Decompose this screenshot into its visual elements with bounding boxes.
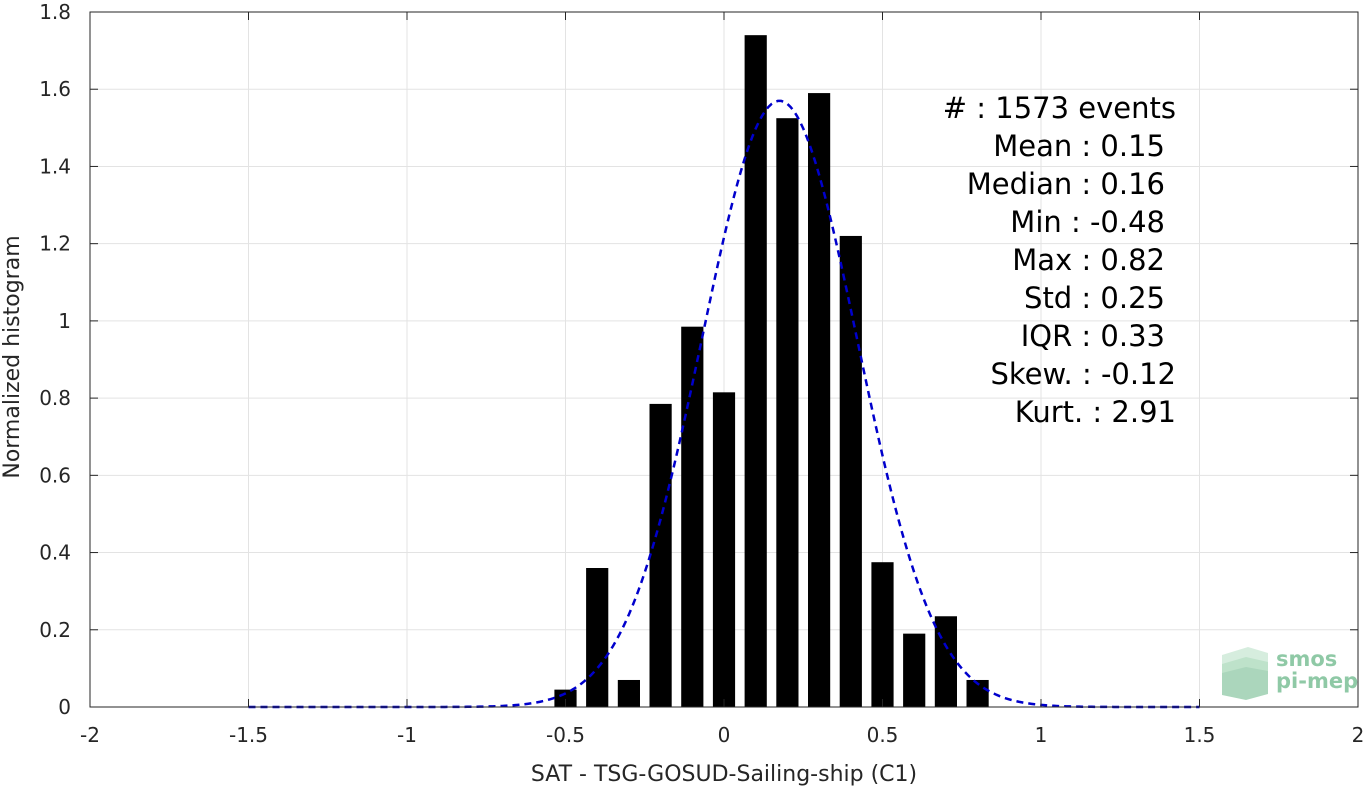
x-tick-label: 2 [1352, 723, 1365, 747]
y-tick-label: 1.4 [39, 154, 71, 178]
histogram-bar [871, 562, 894, 707]
axis-ticks: -2 -1.5 -1 -0.5 0 0.5 1 1.5 2 0 0.2 0.4 0.6 0.8 1 1.2 1.… [39, 0, 1364, 747]
x-tick-label: -1 [397, 723, 417, 747]
logo-text-smos: smos [1276, 647, 1337, 671]
stat-line: Median : 0.16 [967, 167, 1165, 201]
y-tick-label: 0.8 [39, 386, 71, 410]
x-tick-label: -2 [80, 723, 100, 747]
x-axis-label: SAT - TSG-GOSUD-Sailing-ship (C1) [531, 762, 917, 787]
histogram-bar [744, 35, 767, 707]
histogram-bar [649, 403, 672, 707]
x-tick-label: 0.5 [867, 723, 899, 747]
x-tick-label: -1.5 [229, 723, 268, 747]
histogram-bars [554, 35, 989, 708]
logo-text-pi-mep: pi-mep [1276, 669, 1358, 693]
x-tick-label: 1.5 [1184, 723, 1216, 747]
y-tick-label: 0.6 [39, 463, 71, 487]
logo-mark-icon [1222, 647, 1268, 700]
statistics-box: # : 1573 events Mean : 0.15 Median : 0.16 M… [943, 91, 1176, 429]
stat-line: Mean : 0.15 [993, 129, 1165, 163]
y-tick-label: 0 [58, 695, 71, 719]
histogram-bar [712, 392, 736, 707]
histogram-bar [808, 93, 831, 708]
stat-line: Min : -0.48 [1010, 205, 1165, 239]
stat-line: Kurt. : 2.91 [1015, 395, 1176, 429]
stat-line: Max : 0.82 [1012, 243, 1165, 277]
y-tick-label: 1 [58, 309, 71, 333]
x-tick-label: 1 [1035, 723, 1048, 747]
y-tick-label: 1.6 [39, 77, 71, 101]
stat-line: # : 1573 events [943, 91, 1176, 125]
histogram-bar [839, 235, 862, 707]
y-axis-label: Normalized histogram [0, 235, 25, 478]
y-tick-label: 0.4 [39, 541, 71, 565]
y-tick-label: 1.8 [39, 0, 71, 24]
histogram-bar [681, 326, 704, 707]
stat-line: Skew. : -0.12 [990, 357, 1176, 391]
histogram-bar [966, 679, 989, 707]
y-tick-label: 1.2 [39, 232, 71, 256]
x-tick-label: 0 [718, 723, 731, 747]
histogram-bar [617, 679, 640, 707]
histogram-bar [934, 616, 957, 707]
smos-pi-mep-logo: smos pi-mep [1222, 647, 1358, 700]
histogram-bar [586, 568, 609, 707]
histogram-bar [776, 118, 799, 708]
histogram-bar [554, 689, 577, 707]
histogram-bar [903, 633, 926, 707]
stat-line: Std : 0.25 [1024, 281, 1165, 315]
stat-line: IQR : 0.33 [1021, 319, 1165, 353]
x-tick-label: -0.5 [546, 723, 585, 747]
y-tick-label: 0.2 [39, 618, 71, 642]
